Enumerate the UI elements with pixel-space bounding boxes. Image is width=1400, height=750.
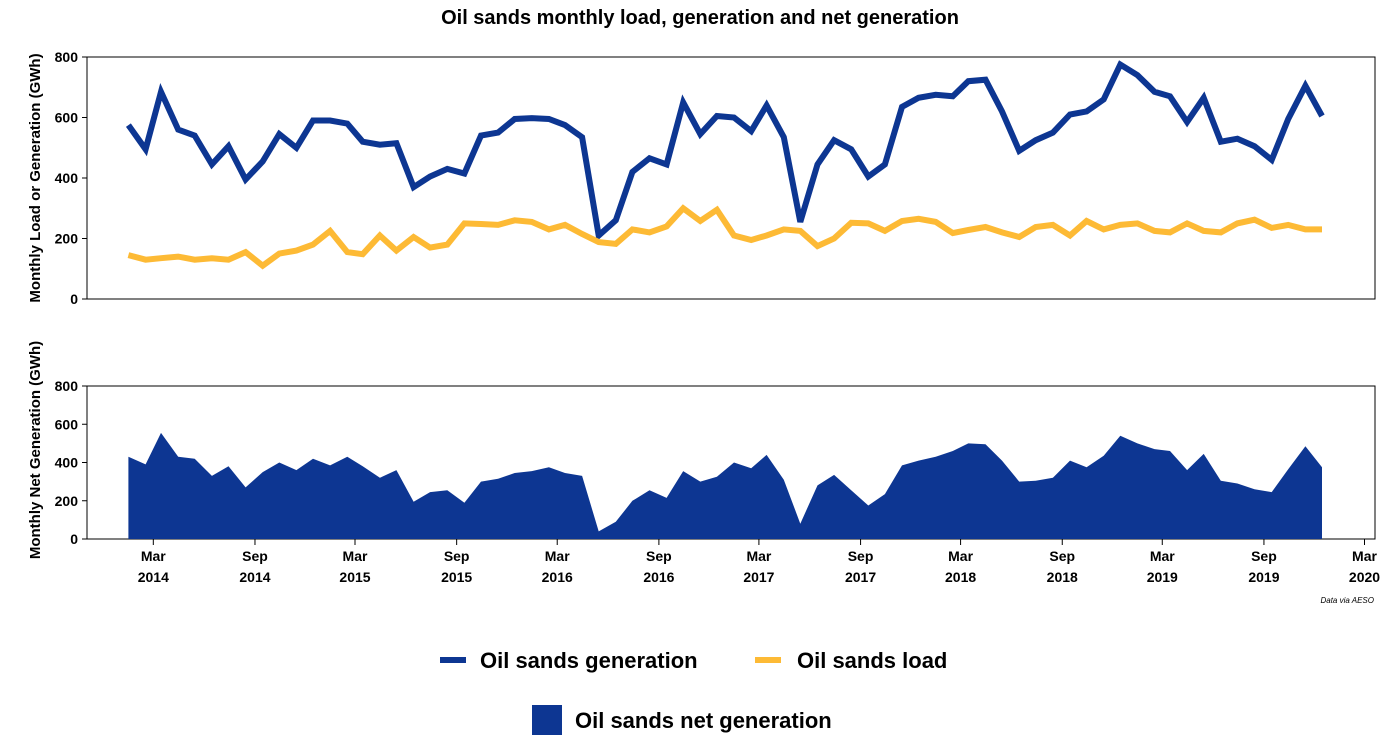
net-generation-area bbox=[128, 432, 1322, 539]
x-tick-year: 2016 bbox=[542, 569, 573, 585]
x-axis: Mar 2014 Sep 2014 Mar 2015 Sep 2015 Mar 2016 Sep 20… bbox=[138, 539, 1380, 585]
legend-item-net: Oil sands net generation bbox=[532, 705, 832, 735]
top-panel: 0 200 400 600 800 bbox=[55, 49, 1376, 307]
legend-label-load: Oil sands load bbox=[797, 648, 947, 673]
top-y-tick-label: 400 bbox=[55, 170, 79, 186]
x-tick-month: Sep bbox=[646, 548, 672, 564]
x-tick-year: 2015 bbox=[339, 569, 370, 585]
x-tick-year: 2019 bbox=[1248, 569, 1279, 585]
x-tick-month: Sep bbox=[444, 548, 470, 564]
x-tick-month: Mar bbox=[1352, 548, 1377, 564]
x-tick-year: 2014 bbox=[239, 569, 270, 585]
bottom-y-tick-label: 0 bbox=[70, 531, 78, 547]
x-tick-month: Mar bbox=[545, 548, 570, 564]
bottom-y-tick-label: 400 bbox=[55, 455, 79, 471]
generation-line bbox=[125, 60, 1325, 242]
x-tick-year: 2014 bbox=[138, 569, 169, 585]
bottom-panel: 0 200 400 600 800 bbox=[55, 378, 1376, 547]
legend-item-load: Oil sands load bbox=[755, 648, 947, 673]
x-tick-month: Mar bbox=[141, 548, 166, 564]
y-axis-label-bottom: Monthly Net Generation (GWh) bbox=[27, 341, 44, 559]
top-y-tick-label: 200 bbox=[55, 231, 79, 247]
x-tick-year: 2015 bbox=[441, 569, 472, 585]
x-tick-month: Mar bbox=[948, 548, 973, 564]
legend-swatch-net bbox=[532, 705, 562, 735]
x-tick-year: 2017 bbox=[743, 569, 774, 585]
legend-item-generation: Oil sands generation bbox=[440, 648, 698, 673]
source-note: Data via AESO bbox=[1320, 596, 1374, 605]
x-tick-year: 2018 bbox=[945, 569, 976, 585]
chart-title: Oil sands monthly load, generation and n… bbox=[441, 7, 959, 29]
bottom-y-tick-label: 800 bbox=[55, 378, 79, 394]
x-tick-year: 2019 bbox=[1147, 569, 1178, 585]
x-tick-year: 2018 bbox=[1047, 569, 1078, 585]
x-tick-month: Mar bbox=[1150, 548, 1175, 564]
x-tick-month: Sep bbox=[848, 548, 874, 564]
legend: Oil sands generation Oil sands load Oil … bbox=[440, 648, 947, 735]
top-y-tick-label: 800 bbox=[55, 49, 79, 65]
x-tick-year: 2016 bbox=[643, 569, 674, 585]
top-plot-frame bbox=[86, 56, 1376, 300]
y-axis-label-top: Monthly Load or Generation (GWh) bbox=[27, 53, 44, 302]
x-tick-month: Sep bbox=[242, 548, 268, 564]
load-line bbox=[127, 204, 1322, 270]
x-tick-month: Sep bbox=[1251, 548, 1277, 564]
top-y-tick-label: 600 bbox=[55, 110, 79, 126]
bottom-y-tick-label: 600 bbox=[55, 416, 79, 432]
legend-label-generation: Oil sands generation bbox=[480, 648, 698, 673]
x-tick-month: Mar bbox=[343, 548, 368, 564]
x-tick-year: 2017 bbox=[845, 569, 876, 585]
x-tick-year: 2020 bbox=[1349, 569, 1380, 585]
top-y-tick-label: 0 bbox=[70, 291, 78, 307]
legend-label-net: Oil sands net generation bbox=[575, 708, 832, 733]
x-tick-month: Mar bbox=[746, 548, 771, 564]
x-tick-month: Sep bbox=[1049, 548, 1075, 564]
bottom-y-tick-label: 200 bbox=[55, 493, 79, 509]
